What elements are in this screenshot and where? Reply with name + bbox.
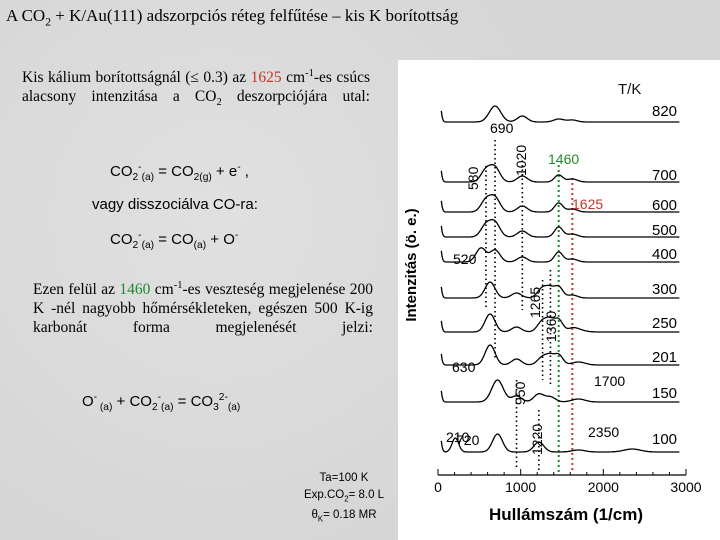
peak-label-690: 690 — [490, 120, 514, 136]
equation-dissociation: CO2-(a) = CO(a) + O- — [110, 230, 239, 251]
exp-coverage: θK= 0.18 MR — [311, 509, 377, 524]
series-label-600: 600 — [652, 197, 677, 214]
series-label-820: 820 — [652, 103, 677, 120]
x-tick-label-3000: 3000 — [670, 479, 701, 495]
series-label-500: 500 — [652, 222, 677, 239]
exp-exposure: Exp.CO2= 8.0 L — [303, 489, 385, 504]
series-trace-100 — [440, 433, 680, 453]
equation-desorption: CO2-(a) = CO2(g) + e- , — [110, 162, 249, 183]
series-label-100: 100 — [652, 431, 677, 448]
series-label-150: 150 — [652, 385, 677, 402]
experiment-conditions: Ta=100 K Exp.CO2= 8.0 L θK= 0.18 MR — [296, 470, 392, 528]
peak-label-1220: 1220 — [529, 424, 545, 455]
slide-title: A CO2 + K/Au(111) adszorpciós réteg felf… — [6, 6, 459, 29]
peak-label-1265: 1265 — [527, 287, 543, 318]
x-tick-label-1000: 1000 — [505, 479, 536, 495]
y-axis-label: Intenzitás (ö. e.) — [403, 208, 420, 321]
peak-label-210: 210 — [446, 429, 470, 445]
peak-label-1460: 1460 — [548, 151, 579, 167]
series-trace-700 — [440, 164, 680, 183]
series-trace-820 — [440, 105, 680, 123]
peak-label-1360: 1360 — [543, 311, 559, 342]
series-trace-150 — [440, 379, 680, 403]
peak-label-630: 630 — [452, 359, 476, 375]
peak-label-1625: 1625 — [572, 196, 603, 212]
peak-label-1700: 1700 — [594, 373, 625, 389]
peak-label-520: 520 — [453, 251, 477, 267]
peak-label-1020: 1020 — [513, 145, 529, 176]
peak-label-720: 720 — [456, 432, 480, 448]
peak-label-2350: 2350 — [588, 424, 619, 440]
x-tick-label-0: 0 — [434, 479, 442, 495]
peak-label-950: 950 — [512, 381, 528, 405]
series-trace-400 — [440, 247, 680, 263]
series-label-700: 700 — [652, 167, 677, 184]
x-axis-label: Hullámszám (1/cm) — [489, 505, 643, 524]
value-1625: 1625 — [250, 69, 282, 87]
series-trace-600 — [440, 194, 680, 213]
legend-title: T/K — [618, 81, 641, 98]
peak-label-580: 580 — [465, 166, 481, 190]
series-trace-300 — [440, 281, 680, 299]
x-tick-label-2000: 2000 — [588, 479, 619, 495]
paragraph-coverage: Kis kálium borítottságnál (≤ 0.3) az 162… — [22, 68, 371, 109]
series-trace-500 — [440, 219, 680, 238]
equation-carbonate: O- (a) + CO2-(a) = CO32-(a) — [82, 392, 241, 413]
series-label-250: 250 — [652, 315, 677, 332]
series-trace-201 — [440, 344, 680, 366]
text-or-dissociation: vagy disszociálva CO-ra: — [92, 196, 258, 213]
exp-temperature: Ta=100 K — [319, 472, 369, 484]
value-1460: 1460 — [119, 281, 151, 299]
series-label-201: 201 — [652, 349, 677, 366]
series-label-300: 300 — [652, 281, 677, 298]
paragraph-carbonate: Ezen felül az 1460 cm-1-es veszteség meg… — [33, 280, 374, 337]
series-label-400: 400 — [652, 246, 677, 263]
series-trace-250 — [440, 313, 680, 333]
